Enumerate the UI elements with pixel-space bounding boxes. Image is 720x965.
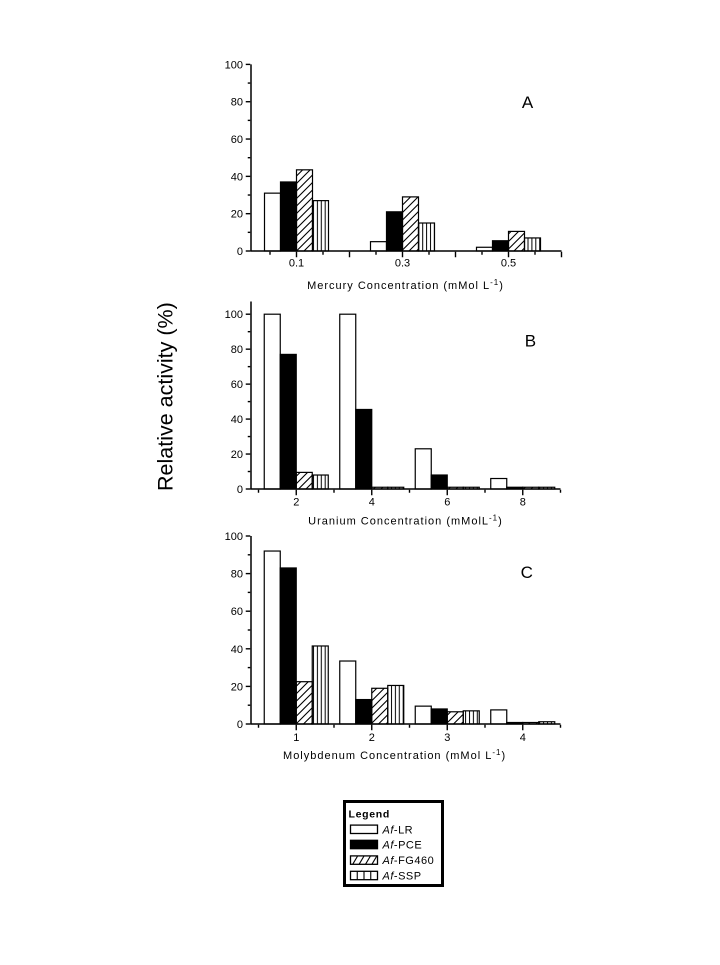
svg-text:60: 60 [231,134,243,146]
svg-text:20: 20 [231,449,243,461]
svg-text:Af-SSP: Af-SSP [382,871,422,883]
svg-text:B: B [525,331,536,350]
svg-text:Uranium Concentration (mMolL-1: Uranium Concentration (mMolL-1) [308,514,503,528]
svg-text:80: 80 [231,569,243,581]
svg-text:8: 8 [520,497,526,509]
svg-text:2: 2 [293,497,299,509]
svg-text:20: 20 [231,681,243,693]
svg-text:0.1: 0.1 [289,258,304,270]
svg-text:80: 80 [231,97,243,109]
svg-text:20: 20 [231,209,243,221]
svg-text:60: 60 [231,606,243,618]
svg-text:4: 4 [520,732,526,744]
svg-text:40: 40 [231,414,243,426]
svg-text:A: A [522,93,534,112]
svg-text:100: 100 [225,309,243,321]
svg-text:2: 2 [369,732,375,744]
svg-text:1: 1 [293,732,299,744]
svg-text:100: 100 [225,531,243,543]
svg-text:0: 0 [237,484,243,496]
svg-text:80: 80 [231,344,243,356]
svg-text:40: 40 [231,644,243,656]
svg-text:C: C [521,563,533,582]
svg-text:Molybdenum Concentration (mMol: Molybdenum Concentration (mMol L-1) [283,748,506,762]
svg-text:Af-PCE: Af-PCE [382,840,423,852]
svg-text:Mercury Concentration (mMol L-: Mercury Concentration (mMol L-1) [307,278,504,292]
svg-text:40: 40 [231,171,243,183]
svg-text:0.5: 0.5 [501,258,516,270]
svg-text:3: 3 [444,732,450,744]
svg-text:60: 60 [231,379,243,391]
svg-text:Relative activity (%): Relative activity (%) [153,302,177,491]
svg-text:6: 6 [444,497,450,509]
svg-text:4: 4 [369,497,375,509]
svg-text:0.3: 0.3 [395,258,410,270]
svg-text:0: 0 [237,719,243,731]
svg-text:Af-FG460: Af-FG460 [382,855,435,867]
svg-text:Legend: Legend [349,809,391,821]
svg-text:Af-LR: Af-LR [382,824,414,836]
svg-text:100: 100 [225,59,243,71]
svg-text:0: 0 [237,246,243,258]
